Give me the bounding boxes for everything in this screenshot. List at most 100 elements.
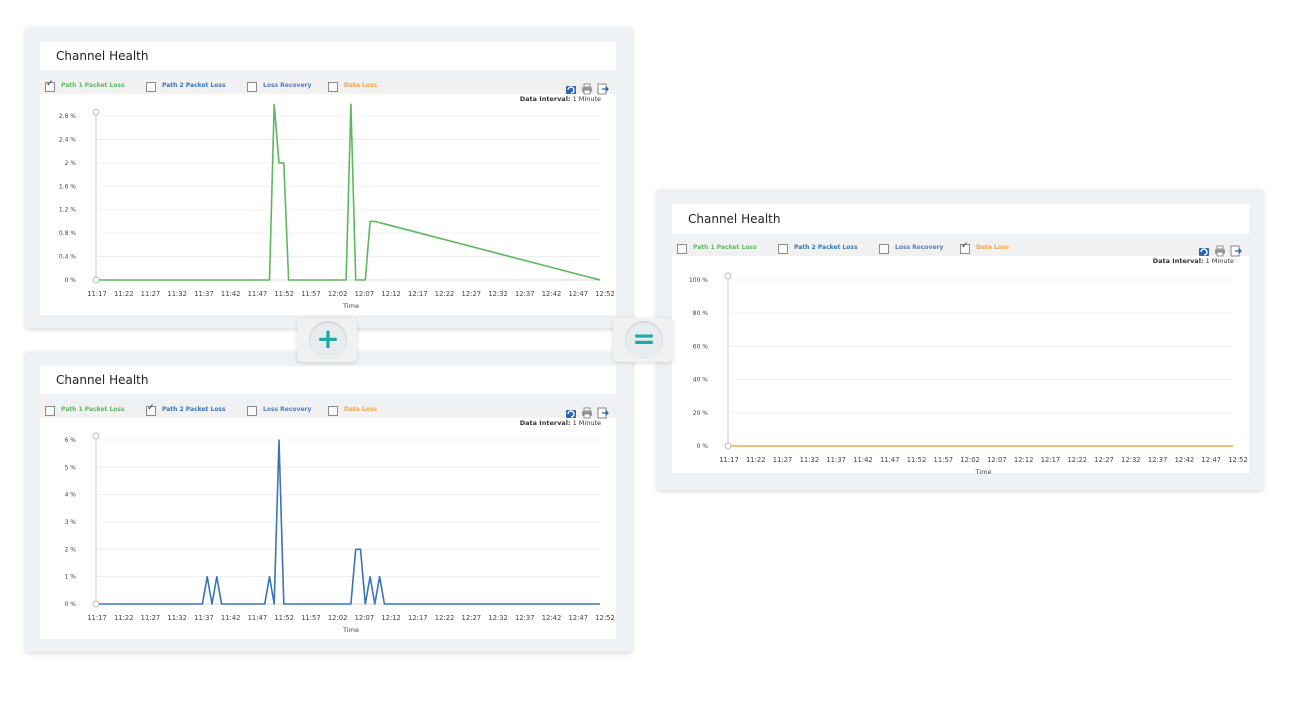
legend-checkbox[interactable] (677, 244, 687, 254)
x-tick-label: 11:52 (274, 614, 294, 622)
legend-path1[interactable]: Path 1 Packet Loss (677, 243, 757, 254)
y-tick-label: 100 % (689, 277, 708, 284)
x-tick-label: 11:52 (907, 456, 927, 464)
x-tick-label: 12:27 (1094, 456, 1114, 464)
y-tick-label: 0 % (697, 443, 709, 450)
x-axis-label: Time (975, 468, 992, 476)
channel-health-panel-combined: Channel Health Path 1 Packet Loss Path 2 … (657, 190, 1263, 490)
refresh-icon[interactable] (1198, 242, 1210, 256)
legend-label: Path 2 Packet Loss (794, 244, 858, 251)
x-tick-label: 11:47 (248, 290, 268, 298)
legend-data-loss[interactable]: ✓ Data Loss (960, 241, 1009, 254)
x-tick-label: 12:12 (1014, 456, 1034, 464)
legend-path2[interactable]: Path 2 Packet Loss (778, 243, 858, 254)
x-tick-label: 12:52 (1228, 456, 1248, 464)
legend-label: Path 2 Packet Loss (162, 82, 226, 89)
channel-health-panel-path1: Channel Health ✓ Path 1 Packet Loss Path 2… (26, 28, 632, 328)
range-handle[interactable] (724, 442, 732, 450)
legend-label: Loss Recovery (895, 244, 944, 251)
legend-checkbox[interactable] (879, 244, 889, 254)
checkmark-icon: ✓ (961, 241, 969, 251)
chart-area: ✓ Path 1 Packet Loss Path 2 Packet Loss Los… (40, 79, 616, 315)
legend-checkbox[interactable] (778, 244, 788, 254)
x-tick-label: 12:17 (408, 290, 428, 298)
legend-loss-recovery[interactable]: Loss Recovery (247, 405, 311, 416)
y-tick-label: 40 % (693, 377, 709, 384)
x-tick-label: 12:37 (515, 614, 535, 622)
range-handle[interactable] (92, 432, 100, 440)
legend-checkbox[interactable] (247, 406, 257, 416)
y-tick-label: 1.6 % (59, 183, 76, 190)
export-icon[interactable] (1230, 242, 1242, 257)
x-tick-label: 11:32 (167, 614, 187, 622)
export-icon[interactable] (597, 80, 609, 95)
legend-checkbox[interactable] (328, 82, 338, 92)
x-tick-label: 11:17 (87, 290, 107, 298)
x-tick-label: 12:02 (960, 456, 980, 464)
x-tick-label: 12:32 (488, 290, 508, 298)
plus-circle: + (309, 321, 347, 359)
data-interval-value: 1 Minute (1203, 257, 1234, 265)
legend-checkbox[interactable] (247, 82, 257, 92)
x-tick-label: 11:22 (114, 614, 134, 622)
legend-loss-recovery[interactable]: Loss Recovery (247, 81, 311, 92)
data-interval-label: Data Interval: (519, 419, 571, 427)
legend-checkbox[interactable] (328, 406, 338, 416)
x-tick-label: 12:22 (1067, 456, 1087, 464)
legend-checkbox[interactable]: ✓ (146, 403, 156, 416)
x-tick-label: 11:37 (194, 290, 214, 298)
legend-checkbox[interactable] (45, 406, 55, 416)
y-tick-label: 2 % (65, 160, 77, 167)
panel-header: Channel Health (672, 204, 1249, 234)
legend-checkbox[interactable]: ✓ (45, 79, 55, 92)
x-tick-label: 12:12 (381, 614, 401, 622)
y-tick-label: 0.8 % (59, 230, 76, 237)
chart-plot: 0 % 0.4 % 0.8 % 1.2 % 1.6 % 2 % 2.4 % 2.8 % 11:1… (59, 103, 615, 310)
panel-header: Channel Health (40, 42, 616, 70)
legend-path1[interactable]: ✓ Path 1 Packet Loss (45, 79, 125, 92)
legend-path1[interactable]: Path 1 Packet Loss (45, 405, 125, 416)
equals-circle: = (625, 321, 663, 359)
legend-data-loss[interactable]: Data Loss (328, 81, 377, 92)
x-tick-label: 12:42 (542, 614, 562, 622)
chart-toolbar: ✓ Path 1 Packet Loss Path 2 Packet Loss Los… (40, 79, 616, 95)
x-tick-label: 12:07 (355, 614, 375, 622)
x-axis-label: Time (342, 626, 359, 634)
print-icon[interactable] (1214, 242, 1226, 257)
legend-label: Path 1 Packet Loss (61, 82, 125, 89)
x-tick-label: 11:42 (221, 290, 241, 298)
export-icon[interactable] (597, 404, 609, 419)
checkmark-icon: ✓ (147, 403, 155, 413)
x-tick-label: 11:27 (773, 456, 793, 464)
legend-loss-recovery[interactable]: Loss Recovery (879, 243, 943, 254)
series-line (97, 439, 600, 605)
legend-label: Path 1 Packet Loss (61, 406, 125, 413)
y-tick-label: 0 % (65, 601, 77, 608)
range-handle[interactable] (92, 276, 100, 284)
x-tick-label: 11:57 (301, 614, 321, 622)
print-icon[interactable] (581, 80, 593, 95)
legend-checkbox[interactable] (146, 82, 156, 92)
refresh-icon[interactable] (565, 80, 577, 94)
legend-data-loss[interactable]: Data Loss (328, 405, 377, 416)
y-tick-label: 2.4 % (59, 136, 76, 143)
y-tick-label: 1 % (65, 574, 77, 581)
range-handle[interactable] (92, 108, 100, 116)
refresh-icon[interactable] (565, 404, 577, 418)
x-tick-label: 11:57 (934, 456, 954, 464)
series-line (97, 103, 601, 281)
x-tick-label: 12:17 (408, 614, 428, 622)
chart-toolbar: Path 1 Packet Loss Path 2 Packet Loss Loss… (672, 241, 1249, 257)
range-handle[interactable] (92, 600, 100, 608)
x-tick-label: 12:37 (515, 290, 535, 298)
print-icon[interactable] (581, 404, 593, 419)
x-tick-label: 12:47 (568, 290, 588, 298)
x-tick-label: 12:27 (462, 614, 482, 622)
range-handle[interactable] (724, 272, 732, 280)
legend-path2[interactable]: Path 2 Packet Loss (146, 81, 226, 92)
legend-path2[interactable]: ✓ Path 2 Packet Loss (146, 403, 226, 416)
data-interval: Data Interval: 1 Minute (520, 95, 601, 103)
x-tick-label: 11:37 (826, 456, 846, 464)
legend-checkbox[interactable]: ✓ (960, 241, 970, 254)
y-tick-label: 5 % (65, 464, 77, 471)
